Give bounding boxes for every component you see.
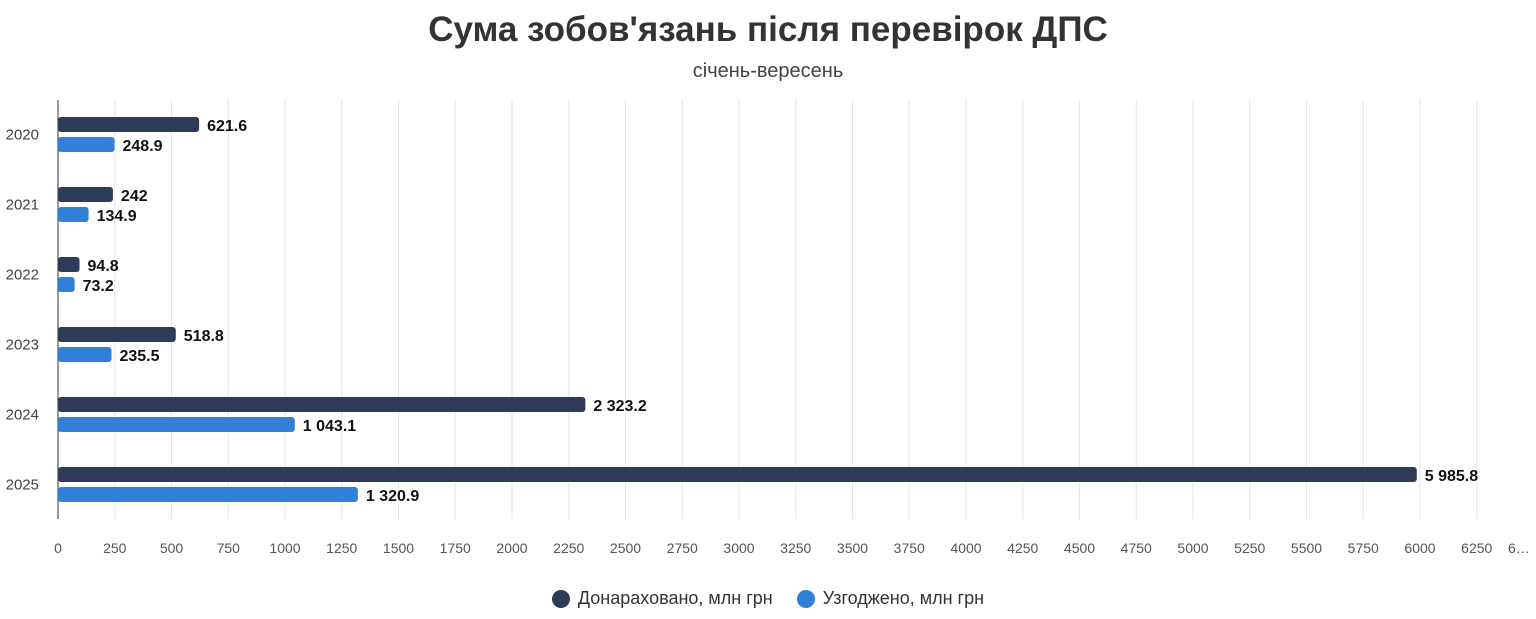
chart-subtitle: січень-вересень — [692, 60, 844, 82]
x-tick-label-750: 750 — [217, 540, 241, 556]
x-tick-label-4500: 4500 — [1064, 540, 1095, 556]
legend-label-series-1: Донараховано, млн грн — [577, 588, 773, 608]
data-label-2020-series-1: 621.6 — [207, 118, 247, 135]
x-tick-label-4000: 4000 — [950, 540, 981, 556]
bar-2021-series-1 — [58, 187, 113, 202]
data-label-2024-series-1: 2 323.2 — [593, 398, 646, 415]
bar-2023-series-1 — [58, 327, 176, 342]
x-tick-label-5500: 5500 — [1291, 540, 1322, 556]
x-tick-label-3250: 3250 — [780, 540, 811, 556]
bar-2025-series-1 — [58, 467, 1417, 482]
data-label-2021-series-1: 242 — [121, 188, 148, 205]
x-tick-label-5250: 5250 — [1234, 540, 1265, 556]
chart-legend: Донараховано, млн грн Узгоджено, млн грн — [0, 588, 1536, 609]
data-label-2023-series-2: 235.5 — [119, 348, 159, 365]
data-label-2021-series-2: 134.9 — [97, 208, 137, 225]
x-tick-label-1000: 1000 — [269, 540, 300, 556]
x-tick-label-5750: 5750 — [1348, 540, 1379, 556]
x-tick-label-2000: 2000 — [496, 540, 527, 556]
y-category-label-2025: 2025 — [6, 477, 39, 494]
bar-2025-series-2 — [58, 487, 358, 502]
y-category-label-2024: 2024 — [6, 407, 39, 424]
x-tick-label-3000: 3000 — [723, 540, 754, 556]
x-tick-label-3750: 3750 — [894, 540, 925, 556]
bar-2024-series-2 — [58, 417, 295, 432]
x-tick-label-4250: 4250 — [1007, 540, 1038, 556]
x-tick-label-0: 0 — [54, 540, 62, 556]
bar-2020-series-2 — [58, 137, 115, 152]
x-tick-label-6250: 6250 — [1461, 540, 1492, 556]
x-tick-label-2250: 2250 — [553, 540, 584, 556]
data-label-2022-series-2: 73.2 — [83, 278, 114, 295]
bar-2024-series-1 — [58, 397, 586, 412]
legend-label-series-2: Узгоджено, млн грн — [822, 588, 985, 608]
bar-2020-series-1 — [58, 117, 200, 132]
bar-2022-series-2 — [58, 277, 75, 292]
x-tick-label-6000: 6000 — [1404, 540, 1435, 556]
x-tick-label-250: 250 — [103, 540, 127, 556]
data-label-2024-series-2: 1 043.1 — [303, 418, 356, 435]
x-tick-label-3500: 3500 — [837, 540, 868, 556]
x-tick-label-1750: 1750 — [440, 540, 471, 556]
data-label-2023-series-1: 518.8 — [184, 328, 224, 345]
y-category-label-2023: 2023 — [6, 337, 39, 354]
x-tick-label-4750: 4750 — [1121, 540, 1152, 556]
data-label-2025-series-2: 1 320.9 — [366, 488, 419, 505]
data-label-2022-series-1: 94.8 — [88, 258, 119, 275]
y-category-label-2021: 2021 — [6, 197, 39, 214]
legend-item-series-2[interactable]: Узгоджено, млн грн — [796, 588, 985, 609]
x-tick-label-500: 500 — [160, 540, 184, 556]
data-label-2025-series-1: 5 985.8 — [1425, 468, 1478, 485]
x-tick-label-1250: 1250 — [326, 540, 357, 556]
x-tick-label-2750: 2750 — [667, 540, 698, 556]
y-category-label-2022: 2022 — [6, 267, 39, 284]
y-category-label-2020: 2020 — [6, 127, 39, 144]
data-label-2020-series-2: 248.9 — [123, 138, 163, 155]
x-tick-label-5000: 5000 — [1177, 540, 1208, 556]
x-tick-label-truncated: 6… — [1508, 540, 1530, 556]
x-tick-label-1500: 1500 — [383, 540, 414, 556]
bar-2022-series-1 — [58, 257, 80, 272]
chart-title: Сума зобов'язань після перевірок ДПС — [428, 10, 1108, 49]
legend-swatch-series-1 — [551, 589, 570, 608]
x-tick-label-2500: 2500 — [610, 540, 641, 556]
bar-2021-series-2 — [58, 207, 89, 222]
legend-item-series-1[interactable]: Донараховано, млн грн — [551, 588, 773, 609]
bar-2023-series-2 — [58, 347, 112, 362]
legend-swatch-series-2 — [796, 589, 815, 608]
